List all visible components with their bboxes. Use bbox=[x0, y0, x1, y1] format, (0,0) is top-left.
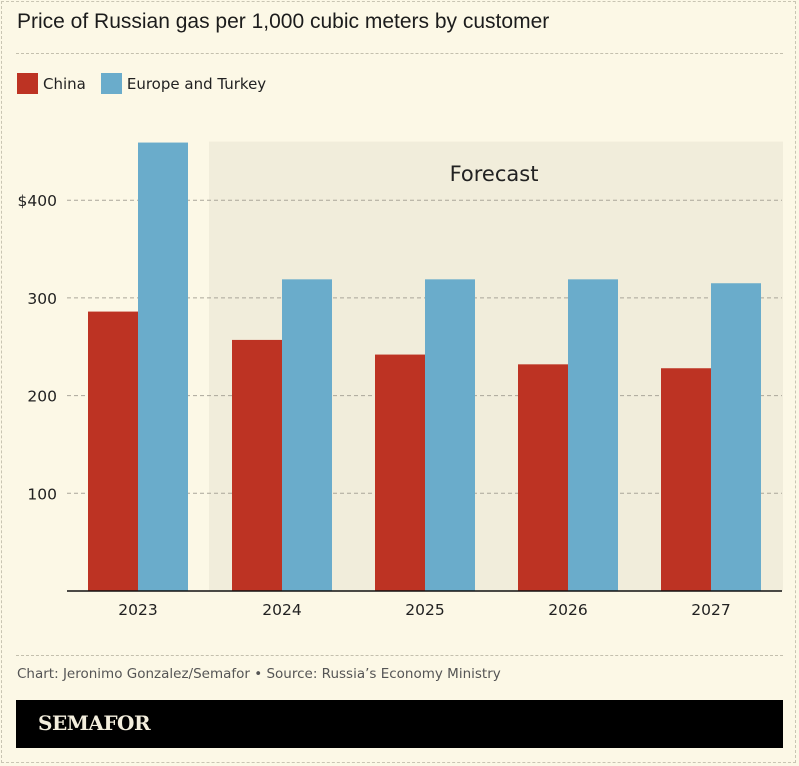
x-tick-label: 2025 bbox=[405, 601, 444, 619]
y-tick-label: $400 bbox=[18, 192, 57, 210]
bar-china-2024 bbox=[232, 339, 282, 591]
y-tick-label: 100 bbox=[27, 485, 57, 503]
forecast-label: Forecast bbox=[450, 162, 539, 186]
legend-swatch-europe-turkey bbox=[100, 73, 122, 94]
legend-item-europe-turkey: Europe and Turkey bbox=[100, 73, 267, 94]
bar-europe-turkey-2025 bbox=[425, 279, 475, 591]
brand-bar: SEMAFOR bbox=[16, 700, 783, 748]
legend-swatch-china bbox=[17, 73, 38, 94]
legend-item-china: China bbox=[17, 73, 86, 94]
y-tick-label: 200 bbox=[27, 388, 57, 406]
bar-europe-turkey-2027 bbox=[711, 283, 761, 591]
legend: China Europe and Turkey bbox=[17, 73, 281, 94]
bar-china-2027 bbox=[661, 368, 711, 591]
x-tick-label: 2027 bbox=[691, 601, 730, 619]
x-tick-label: 2026 bbox=[548, 601, 587, 619]
bar-china-2026 bbox=[518, 364, 568, 591]
bar-china-2025 bbox=[375, 354, 425, 591]
legend-label-china: China bbox=[43, 74, 86, 93]
chart-title: Price of Russian gas per 1,000 cubic met… bbox=[17, 10, 550, 33]
bar-china-2023 bbox=[88, 311, 138, 591]
title-separator bbox=[16, 53, 783, 54]
legend-label-europe-turkey: Europe and Turkey bbox=[126, 74, 267, 93]
bar-chart: Forecast 100 200 300 $400 2023 2024 2025 2026 202… bbox=[18, 141, 783, 619]
x-tick-label: 2023 bbox=[118, 601, 157, 619]
footer-separator bbox=[16, 655, 783, 656]
brand-logo: SEMAFOR bbox=[38, 711, 151, 735]
x-tick-label: 2024 bbox=[262, 601, 301, 619]
source-credit: Chart: Jeronimo Gonzalez/Semafor • Sourc… bbox=[17, 666, 501, 682]
y-tick-label: 300 bbox=[27, 290, 57, 308]
bar-europe-turkey-2026 bbox=[568, 279, 618, 591]
bar-europe-turkey-2023 bbox=[138, 142, 188, 591]
bar-europe-turkey-2024 bbox=[282, 279, 332, 591]
